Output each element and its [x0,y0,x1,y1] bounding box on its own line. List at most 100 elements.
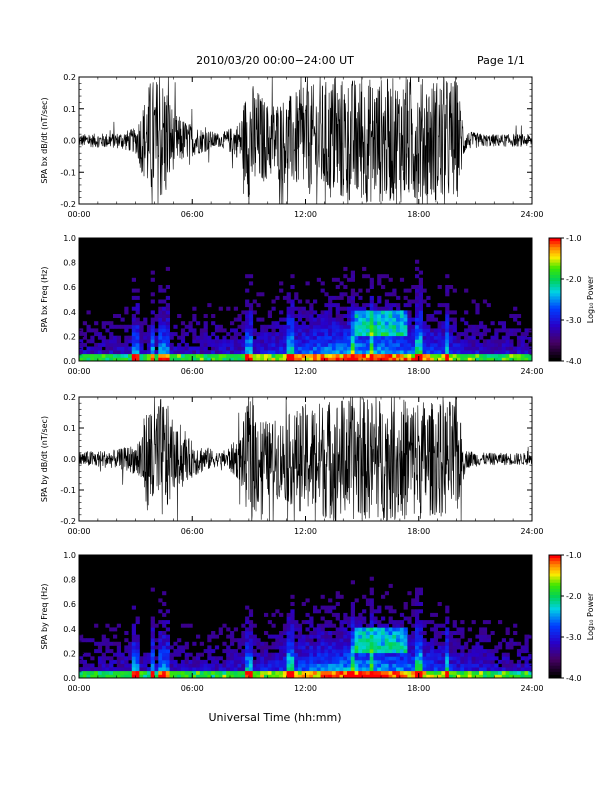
spectrogram-cell [146,339,152,344]
spectrogram-cell [396,623,401,628]
spectrogram-cell [207,303,212,308]
spectrogram-cell [335,667,340,672]
spectrogram-cell [245,324,250,329]
spectrogram-cell [199,335,204,340]
spectrogram-cell [116,335,121,340]
spectrogram-cell [350,295,355,300]
spectrogram-cell [139,321,144,326]
spectrogram-cell [150,663,155,668]
spectrogram-cell [139,663,144,668]
spectrogram-cell [509,357,514,362]
spectrogram-cell [313,649,318,654]
spectrogram-cell [286,324,291,329]
spectrogram-cell [97,670,103,675]
spectrogram-cell [358,623,363,628]
spectrogram-cell [452,652,457,657]
spectrogram-cell [128,670,133,675]
spectrogram-cell [279,656,284,661]
spectrogram-cell [350,645,355,650]
spectrogram-cell [498,645,503,650]
spectrogram-cell [245,299,250,304]
colorbar-segment [549,238,561,242]
spectrogram-cell [320,656,325,661]
spectrogram-cell [388,638,393,643]
spectrogram-cell [260,649,265,654]
spectrogram-cell [437,659,442,664]
spectrogram-cell [373,332,378,337]
spectrogram-cell [279,281,284,286]
spectrogram-cell [177,346,182,351]
spectrogram-cell [173,649,178,654]
spectrogram-cell [392,324,397,329]
spectrogram-cell [501,659,506,664]
spectrogram-cell [460,656,465,661]
spectrogram-cell [226,649,231,654]
spectrogram-cell [426,346,431,351]
spectrogram-cell [116,670,121,675]
spectrogram-cell [128,656,133,661]
spectrogram-cell [437,285,442,289]
spectrogram-cell [373,353,378,358]
spectrogram-cell [124,670,129,675]
spectrogram-cell [165,324,170,329]
spectrogram-cell [433,339,438,344]
spectrogram-cell [279,317,284,322]
spectrogram-cell [290,357,295,362]
spectrogram-cell [358,641,363,646]
spectrogram-cell [290,612,295,617]
spectrogram-cell [245,641,250,646]
spectrogram-cell [369,342,374,347]
spectrogram-cell [218,627,223,632]
spectrogram-cell [316,350,321,355]
spectrogram-cell [309,357,314,362]
spectrogram-cell [448,631,454,635]
spectrogram-cell [188,652,193,657]
spectrogram-cell [528,667,533,672]
spectrogram-cell [301,342,306,347]
spectrogram-cell [297,667,303,672]
spectrogram-cell [505,627,510,632]
spectrogram-cell [377,663,382,668]
spectrogram-cell [422,641,427,646]
spectrogram-cell [120,663,125,668]
spectrogram-cell [267,659,272,664]
spectrogram-cell [407,591,412,596]
spectrogram-cell [365,645,371,650]
spectrogram-cell [313,609,318,614]
spectrogram-cell [320,346,325,351]
spectrogram-cell [90,339,95,344]
spectrogram-cell [188,321,193,326]
spectrogram-cell [150,623,155,628]
spectrogram-cell [501,346,506,351]
spectrogram-cell [448,335,454,340]
spectrogram-cell [309,645,314,650]
spectrogram-cell [316,638,321,643]
spectrogram-cell [407,645,412,650]
spectrogram-cell [422,663,427,668]
spectrogram-cell [192,357,197,362]
spectrogram-cell [430,638,435,643]
spectrogram-cell [233,306,238,311]
spectrogram-cell [211,350,216,355]
spectrogram-cell [256,652,261,657]
spectrogram-cell [411,602,416,606]
spectrogram-cell [101,324,106,329]
spectrogram-cell [184,659,189,664]
spectrogram-cell [422,620,427,625]
spectrogram-cell [297,663,303,668]
spectrogram-cell [290,274,295,279]
spectrogram-cell [441,659,446,664]
spectrogram-cell [279,649,284,654]
spectrogram-cell [286,357,291,362]
spectrogram-cell [282,357,288,362]
spectrogram-cell [369,353,374,358]
spectrogram-cell [377,295,382,300]
spectrogram-cell [79,357,84,362]
colorbar-segment [549,256,561,260]
spectrogram-cell [430,353,435,358]
spectrogram-cell [445,609,450,614]
spectrogram-cell [180,321,186,326]
spectrogram-cell [448,674,454,679]
spectrogram-cell [335,602,340,606]
spectrogram-cell [237,656,242,661]
